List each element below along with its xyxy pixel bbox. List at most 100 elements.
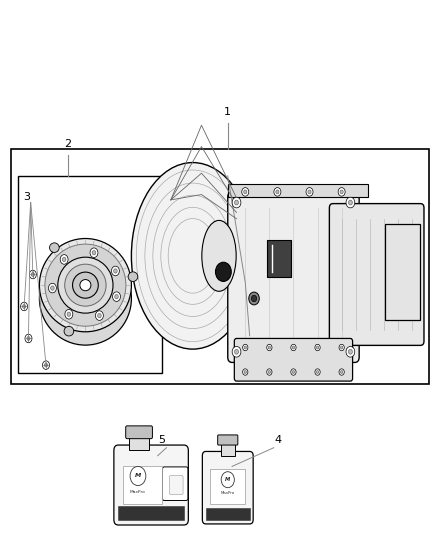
Circle shape xyxy=(92,251,96,255)
Circle shape xyxy=(276,190,279,194)
Bar xyxy=(129,435,149,450)
FancyBboxPatch shape xyxy=(126,426,152,439)
Ellipse shape xyxy=(49,243,59,253)
Circle shape xyxy=(42,361,49,369)
Circle shape xyxy=(267,369,272,375)
Circle shape xyxy=(268,346,271,349)
Circle shape xyxy=(291,344,296,351)
FancyBboxPatch shape xyxy=(218,435,238,445)
Ellipse shape xyxy=(73,272,98,298)
Circle shape xyxy=(232,197,241,208)
FancyBboxPatch shape xyxy=(228,192,359,362)
Bar xyxy=(118,506,184,520)
Bar xyxy=(18,176,162,373)
Circle shape xyxy=(112,266,120,276)
Ellipse shape xyxy=(58,257,113,313)
Circle shape xyxy=(51,286,54,290)
Circle shape xyxy=(242,188,249,196)
Circle shape xyxy=(316,346,319,349)
Ellipse shape xyxy=(128,272,138,281)
Circle shape xyxy=(21,302,28,311)
Circle shape xyxy=(340,346,343,349)
Circle shape xyxy=(349,200,352,205)
Circle shape xyxy=(62,257,66,262)
Ellipse shape xyxy=(131,163,254,349)
FancyBboxPatch shape xyxy=(162,467,188,500)
Circle shape xyxy=(29,270,36,279)
FancyBboxPatch shape xyxy=(234,338,353,381)
Circle shape xyxy=(340,370,343,374)
Bar xyxy=(228,184,368,197)
Circle shape xyxy=(98,313,101,318)
Circle shape xyxy=(306,188,313,196)
Circle shape xyxy=(243,369,248,375)
Bar xyxy=(123,466,162,504)
Circle shape xyxy=(338,188,345,196)
Bar xyxy=(11,149,429,384)
Circle shape xyxy=(113,269,117,273)
Circle shape xyxy=(340,190,343,194)
Circle shape xyxy=(251,295,257,302)
Text: M: M xyxy=(135,473,141,479)
Ellipse shape xyxy=(45,244,126,326)
Circle shape xyxy=(113,292,120,302)
Circle shape xyxy=(274,188,281,196)
Circle shape xyxy=(215,262,231,281)
Bar xyxy=(210,469,245,504)
FancyBboxPatch shape xyxy=(202,451,253,524)
Circle shape xyxy=(291,369,296,375)
FancyBboxPatch shape xyxy=(170,475,183,495)
Circle shape xyxy=(235,200,238,205)
Text: 4: 4 xyxy=(275,435,282,445)
Circle shape xyxy=(292,346,295,349)
Circle shape xyxy=(60,255,68,264)
Circle shape xyxy=(221,472,234,488)
Circle shape xyxy=(249,292,259,305)
Circle shape xyxy=(65,310,73,319)
Circle shape xyxy=(25,334,32,343)
Ellipse shape xyxy=(202,221,236,291)
Bar xyxy=(267,240,291,277)
Circle shape xyxy=(232,346,241,357)
Circle shape xyxy=(44,363,48,367)
Circle shape xyxy=(308,190,311,194)
Text: MaxPro: MaxPro xyxy=(221,491,235,495)
Circle shape xyxy=(22,304,26,309)
Circle shape xyxy=(339,344,344,351)
Circle shape xyxy=(243,344,248,351)
Circle shape xyxy=(346,346,355,357)
Text: 2: 2 xyxy=(64,139,71,149)
Circle shape xyxy=(349,350,352,354)
Circle shape xyxy=(31,272,35,277)
Circle shape xyxy=(244,370,247,374)
Circle shape xyxy=(268,370,271,374)
Circle shape xyxy=(292,370,295,374)
Text: M: M xyxy=(225,477,230,482)
Circle shape xyxy=(244,190,247,194)
Bar xyxy=(221,442,235,456)
Bar xyxy=(385,224,420,320)
Circle shape xyxy=(315,369,320,375)
Circle shape xyxy=(95,311,103,320)
FancyBboxPatch shape xyxy=(114,445,188,525)
Circle shape xyxy=(235,350,238,354)
Text: 5: 5 xyxy=(159,435,166,445)
Circle shape xyxy=(315,344,320,351)
Circle shape xyxy=(67,312,71,317)
Circle shape xyxy=(27,336,30,341)
Circle shape xyxy=(346,197,355,208)
Circle shape xyxy=(130,466,146,486)
Circle shape xyxy=(244,346,247,349)
Ellipse shape xyxy=(39,252,131,345)
Ellipse shape xyxy=(65,264,106,306)
Circle shape xyxy=(339,369,344,375)
Ellipse shape xyxy=(64,326,74,336)
FancyBboxPatch shape xyxy=(329,204,424,345)
Circle shape xyxy=(90,248,98,257)
Bar xyxy=(206,508,250,520)
Text: MaxPro: MaxPro xyxy=(130,490,146,494)
Circle shape xyxy=(115,294,118,299)
Circle shape xyxy=(267,344,272,351)
Text: 1: 1 xyxy=(224,107,231,117)
Ellipse shape xyxy=(39,238,131,332)
